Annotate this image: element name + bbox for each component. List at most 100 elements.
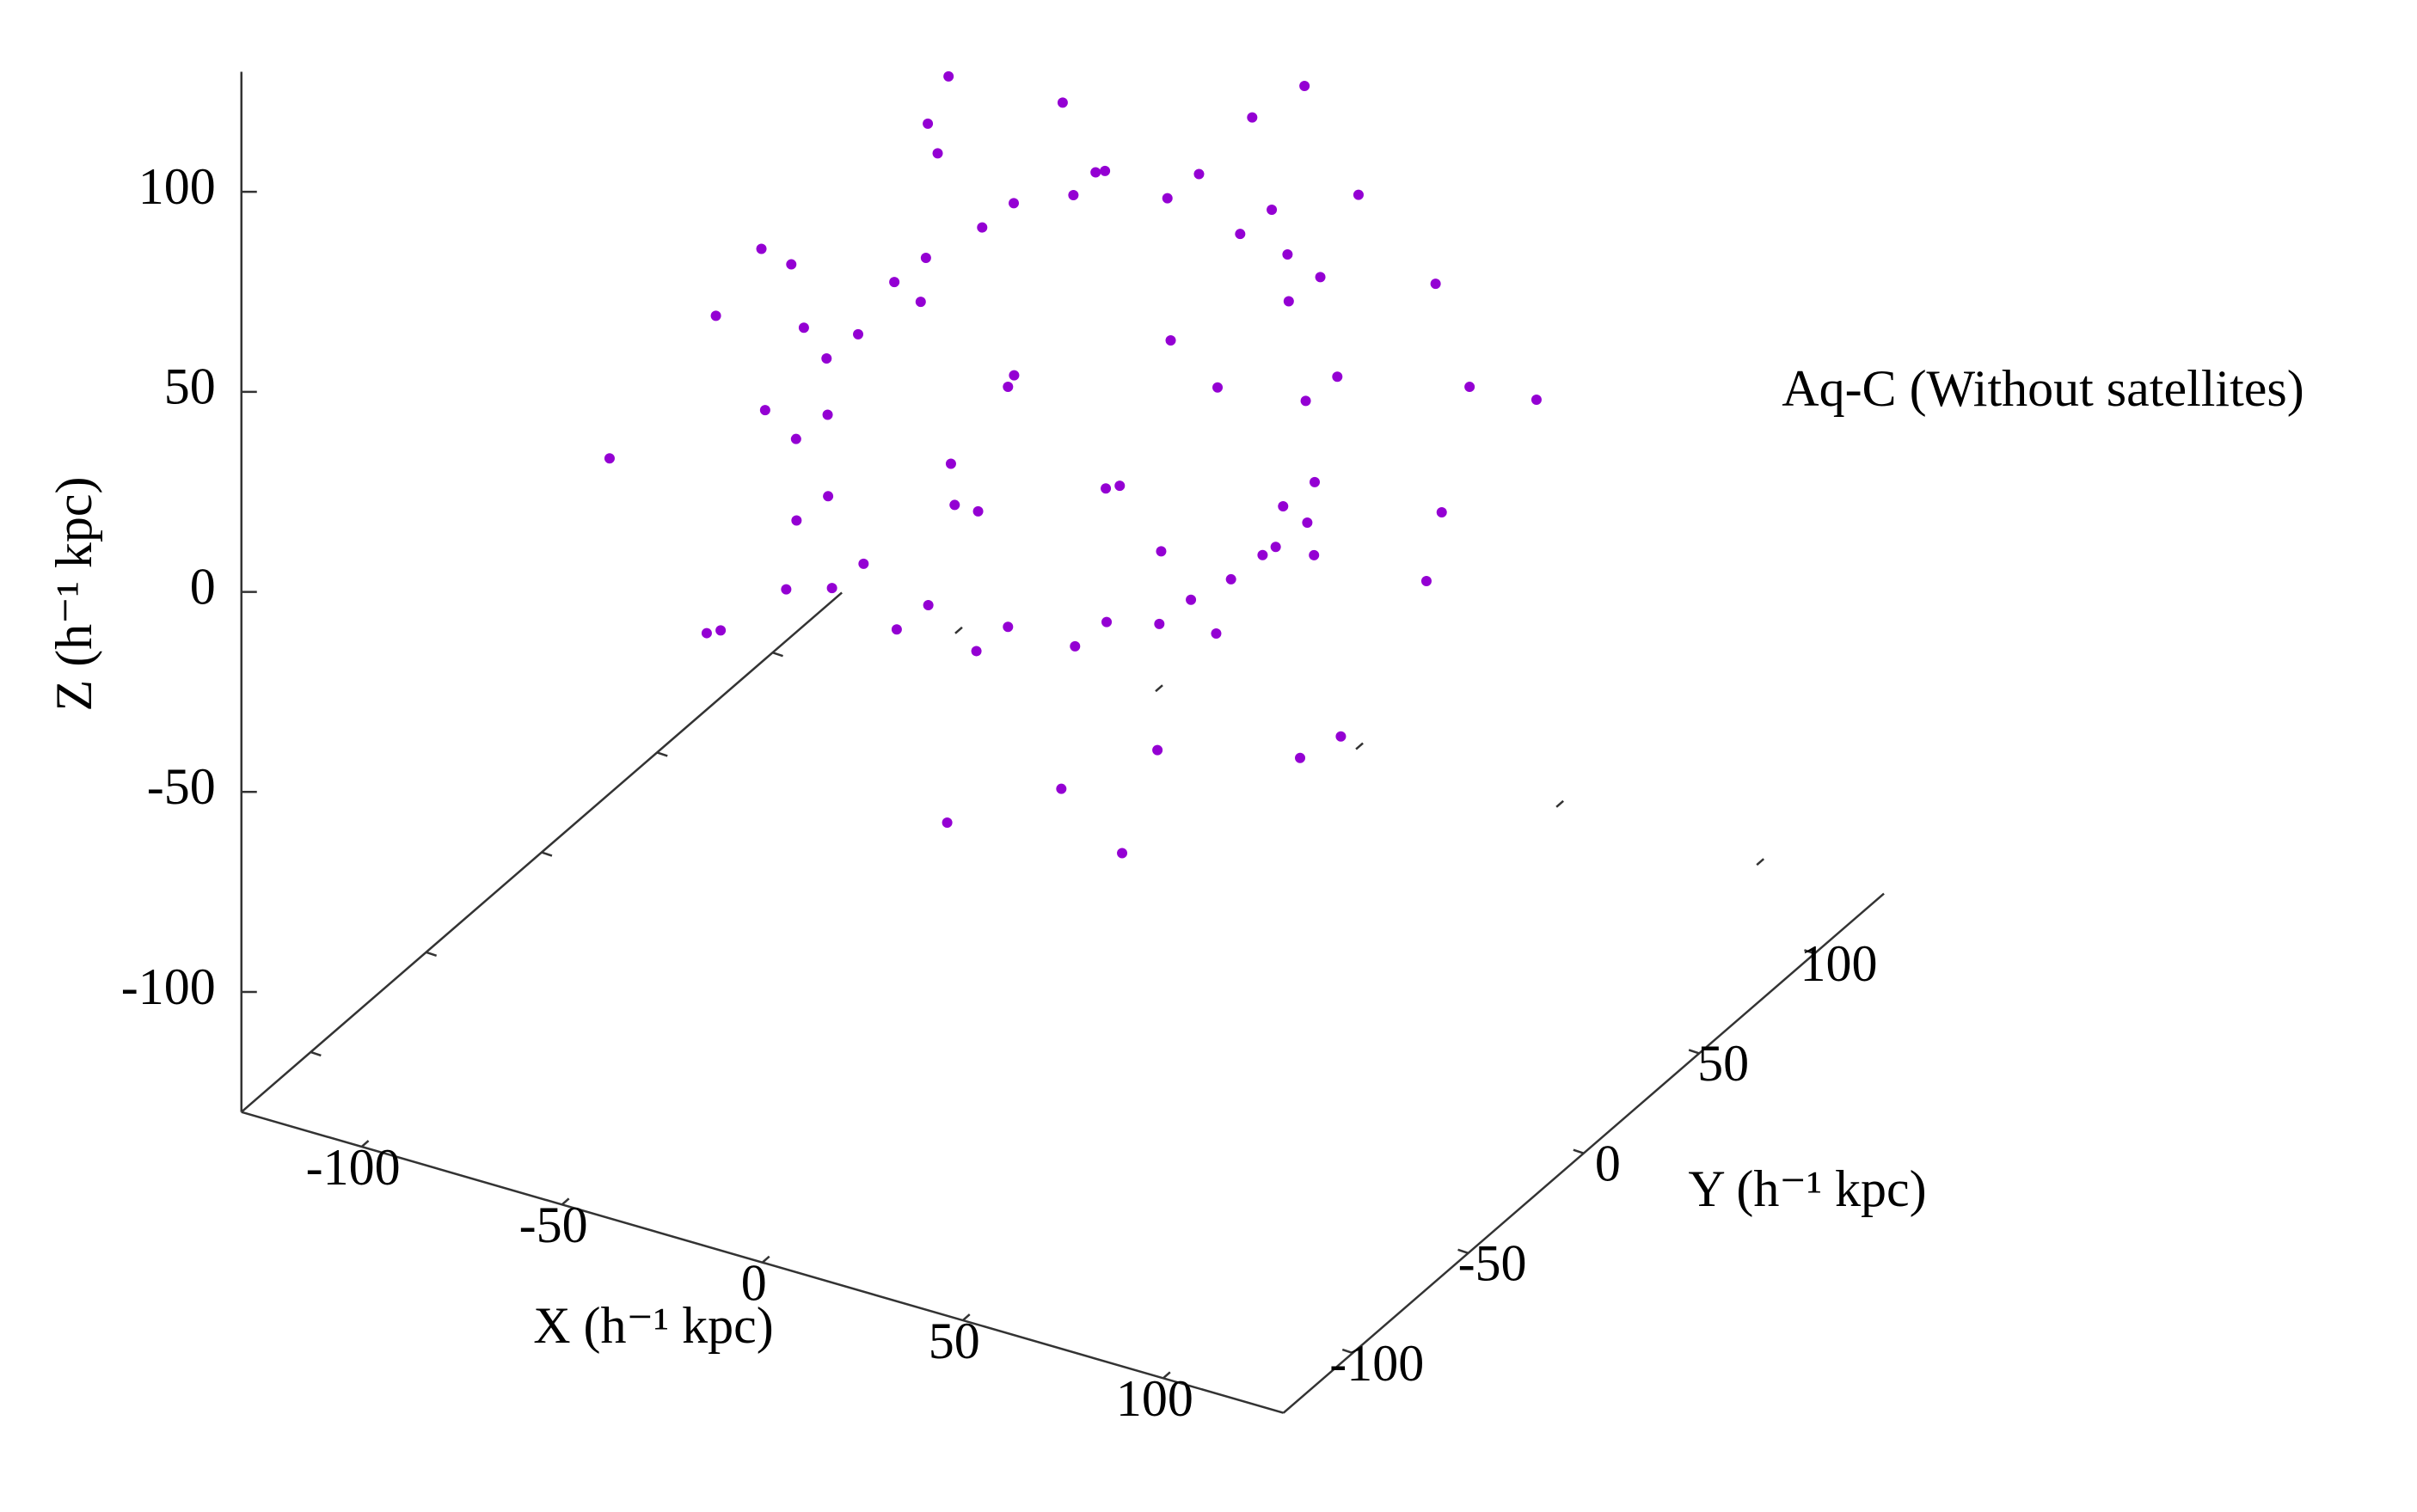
y-tick-label: -50 bbox=[1458, 1235, 1527, 1292]
point bbox=[1100, 165, 1111, 176]
x-tick bbox=[761, 1255, 770, 1264]
y-axis-line bbox=[1282, 892, 1885, 1414]
point bbox=[1225, 573, 1236, 585]
point bbox=[1267, 205, 1278, 216]
point bbox=[1278, 501, 1289, 512]
point bbox=[826, 583, 837, 594]
point bbox=[1464, 382, 1475, 393]
point bbox=[821, 353, 832, 364]
point bbox=[1068, 189, 1079, 200]
y-tick bbox=[541, 851, 553, 857]
x-tick-label: 50 bbox=[929, 1313, 980, 1369]
y-tick bbox=[772, 652, 783, 658]
point bbox=[942, 817, 953, 828]
point bbox=[1009, 198, 1020, 209]
point bbox=[710, 310, 721, 321]
point bbox=[786, 259, 797, 270]
y-tick-label: 0 bbox=[1595, 1135, 1621, 1191]
x-tick bbox=[1756, 858, 1765, 866]
point bbox=[1186, 594, 1197, 605]
point bbox=[823, 491, 834, 502]
point bbox=[1302, 517, 1313, 529]
y-tick-label: 100 bbox=[1800, 935, 1877, 992]
point bbox=[1211, 628, 1222, 640]
point bbox=[932, 148, 943, 159]
y-tick bbox=[310, 1050, 322, 1057]
point bbox=[1090, 167, 1101, 178]
point bbox=[971, 646, 982, 657]
point bbox=[923, 600, 934, 611]
point bbox=[1003, 621, 1014, 633]
point bbox=[858, 558, 869, 569]
x-tick bbox=[1155, 684, 1163, 693]
y-tick bbox=[1341, 1348, 1353, 1355]
point bbox=[1299, 80, 1310, 91]
y-tick bbox=[1804, 949, 1815, 955]
x-tick bbox=[360, 1140, 370, 1148]
y-axis-label: Y (h⁻¹ kpc) bbox=[1688, 1160, 1926, 1217]
point bbox=[920, 252, 931, 263]
point bbox=[1283, 296, 1294, 307]
point bbox=[790, 433, 801, 444]
point bbox=[1247, 112, 1258, 123]
point bbox=[1003, 382, 1014, 393]
point bbox=[853, 328, 864, 340]
x-tick bbox=[561, 1197, 570, 1206]
point bbox=[1295, 752, 1306, 763]
x-tick-label: -100 bbox=[306, 1139, 401, 1196]
x-tick bbox=[1162, 1371, 1171, 1380]
point bbox=[1070, 640, 1081, 652]
annotation: Aq-C (Without satellites) bbox=[1782, 360, 2304, 417]
point bbox=[791, 515, 802, 526]
point bbox=[1436, 506, 1447, 517]
point bbox=[1257, 549, 1268, 560]
z-tick-label: 50 bbox=[164, 358, 216, 415]
point bbox=[1270, 542, 1281, 553]
point bbox=[1154, 618, 1165, 629]
x-tick-label: 100 bbox=[1116, 1370, 1193, 1427]
point bbox=[1009, 370, 1020, 381]
point bbox=[945, 458, 956, 469]
point bbox=[1531, 394, 1542, 405]
point bbox=[977, 222, 988, 233]
point bbox=[1310, 476, 1321, 487]
point bbox=[1162, 193, 1173, 204]
point bbox=[1353, 189, 1364, 200]
y-tick bbox=[1688, 1049, 1700, 1055]
point bbox=[949, 499, 960, 511]
x-tick bbox=[961, 1313, 971, 1321]
z-axis-label: Z (h⁻¹ kpc) bbox=[46, 477, 102, 712]
point bbox=[923, 118, 934, 129]
point bbox=[1309, 549, 1320, 560]
point bbox=[1212, 382, 1224, 393]
point bbox=[715, 625, 727, 636]
point bbox=[1235, 229, 1246, 240]
point bbox=[1152, 744, 1163, 756]
point bbox=[1193, 168, 1205, 180]
point bbox=[1430, 279, 1441, 290]
point bbox=[1332, 371, 1343, 383]
y-tick bbox=[1573, 1148, 1585, 1154]
y-tick bbox=[656, 751, 668, 757]
point bbox=[1315, 272, 1326, 283]
point bbox=[759, 405, 770, 416]
point bbox=[1117, 848, 1128, 859]
y-tick bbox=[1457, 1248, 1469, 1255]
point bbox=[1056, 783, 1067, 794]
point bbox=[701, 627, 712, 639]
point bbox=[891, 624, 902, 635]
point bbox=[1057, 97, 1068, 108]
x-tick-label: 0 bbox=[741, 1254, 767, 1311]
point bbox=[889, 277, 900, 288]
point bbox=[822, 409, 833, 420]
point bbox=[1282, 249, 1293, 260]
z-tick-label: 100 bbox=[138, 158, 216, 215]
y-tick-label: 50 bbox=[1697, 1035, 1749, 1092]
x-tick bbox=[1555, 799, 1564, 808]
point bbox=[1165, 334, 1176, 346]
point bbox=[1335, 731, 1347, 742]
point bbox=[1156, 546, 1167, 557]
point bbox=[972, 505, 984, 517]
point bbox=[1420, 576, 1432, 587]
